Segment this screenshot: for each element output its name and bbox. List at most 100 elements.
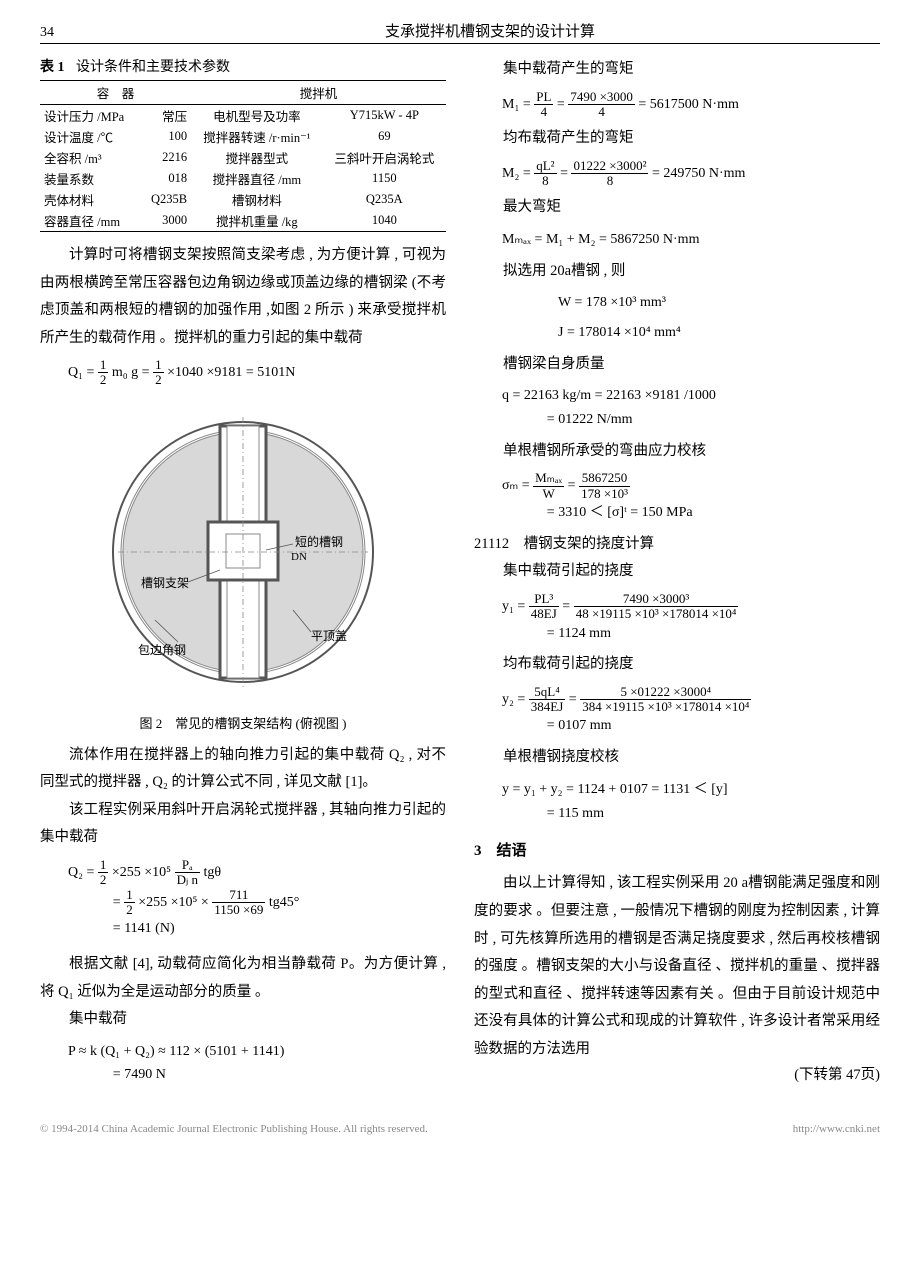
- eq-part: =: [557, 97, 565, 112]
- text-line: 拟选用 20a槽钢 , 则: [474, 258, 880, 286]
- figure-2-caption: 图 2 常见的槽钢支架结构 (俯视图 ): [40, 713, 446, 732]
- eq-part: y = y₁ + y₂ = 1124 + 0107 = 1131 ＜ [y]: [502, 782, 728, 797]
- paragraph: 流体作用在搅拌器上的轴向推力引起的集中载荷 Q₂ , 对不同型式的搅拌器 , Q…: [40, 742, 446, 797]
- running-title: 支承搅拌机槽钢支架的设计计算: [100, 20, 880, 41]
- table-cell: 1150: [323, 168, 446, 189]
- formula-y1: y₁ = PL³48EJ = 7490 ×3000³48 ×19115 ×10³…: [502, 592, 880, 645]
- text-line: 均布载荷引起的挠度: [474, 651, 880, 679]
- eq-part: =: [568, 478, 576, 493]
- continued-notice: (下转第 47页): [474, 1063, 880, 1084]
- fraction: 01222 ×3000²8: [571, 159, 648, 189]
- text-line: 集中载荷产生的弯矩: [474, 56, 880, 84]
- fraction: 7490 ×30004: [568, 90, 635, 120]
- fraction: 7111150 ×69: [212, 888, 265, 918]
- eq-part: M₂ =: [502, 166, 531, 181]
- eq-part: = 5617500 N·mm: [638, 97, 738, 112]
- table-cell: 设计温度 /℃: [40, 126, 141, 147]
- fraction: PₐDⱼ n: [175, 858, 200, 888]
- eq-part: P ≈ k (Q₁ + Q₂) ≈ 112 × (5101 + 1141): [68, 1044, 284, 1059]
- table-cell: 容器直径 /mm: [40, 210, 141, 232]
- footer-copyright: © 1994-2014 China Academic Journal Elect…: [40, 1123, 428, 1135]
- eq-part: tg45°: [269, 895, 300, 910]
- text-line: 槽钢梁自身质量: [474, 351, 880, 379]
- figure-2-svg: 槽钢支架 短的槽钢 包边角钢 平顶盖 DN: [93, 402, 393, 702]
- table-cell: 100: [141, 126, 191, 147]
- eq-part: = 01222 N/mm: [547, 408, 880, 432]
- eq-part: =: [560, 166, 568, 181]
- formula-mmax: Mₘₐₓ = M₁ + M₂ = 5867250 N·mm: [502, 228, 880, 252]
- page-header: 34 支承搅拌机槽钢支架的设计计算: [40, 20, 880, 44]
- fig-label-c: 包边角钢: [138, 643, 186, 657]
- fig-label-b: 短的槽钢: [295, 534, 343, 549]
- eq-part: M₁ =: [502, 97, 531, 112]
- formula-q: q = 22163 kg/m = 22163 ×9181 /1000 = 012…: [502, 384, 880, 432]
- eq-part: = 115 mm: [547, 802, 880, 826]
- table-cell: Q235A: [323, 189, 446, 210]
- text-line: 集中载荷引起的挠度: [474, 558, 880, 586]
- footer-url: http://www.cnki.net: [793, 1123, 880, 1135]
- eq-part: = 3310 ＜ [σ]ᵗ = 150 MPa: [547, 501, 880, 525]
- eq-part: q = 22163 kg/m = 22163 ×9181 /1000: [502, 388, 716, 403]
- eq-part: = 249750 N·mm: [652, 166, 745, 181]
- fraction: MₘₐₓW: [533, 471, 564, 501]
- eq-part: =: [562, 599, 570, 614]
- eq-part: = 7490 N: [113, 1063, 446, 1087]
- fraction: PL³48EJ: [529, 592, 559, 622]
- table-cell: 装量系数: [40, 168, 141, 189]
- left-text-1: 计算时可将槽钢支架按照简支梁考虑 , 为方便计算 , 可视为由两根横跨至常压容器…: [40, 242, 446, 352]
- table-cell: 2216: [141, 147, 191, 168]
- eq-part: y₂ =: [502, 692, 525, 707]
- fig-label-a: 槽钢支架: [141, 576, 189, 590]
- left-text-2: 流体作用在搅拌器上的轴向推力引起的集中载荷 Q₂ , 对不同型式的搅拌器 , Q…: [40, 742, 446, 852]
- right-column: 集中载荷产生的弯矩 M₁ = PL4 = 7490 ×30004 = 56175…: [474, 56, 880, 1093]
- eq-part: = 1124 mm: [547, 622, 880, 646]
- formula-ysum: y = y₁ + y₂ = 1124 + 0107 = 1131 ＜ [y] =…: [502, 778, 880, 826]
- table-cell: 搅拌机重量 /kg: [191, 210, 323, 232]
- table1-label: 表 1: [40, 60, 65, 75]
- heading-3: 3 结语: [474, 839, 880, 860]
- table1-head-left: 容 器: [40, 81, 191, 105]
- table-cell: 设计压力 /MPa: [40, 105, 141, 127]
- section-21112: 21112 槽钢支架的挠度计算: [474, 531, 880, 559]
- table-cell: 全容积 /m³: [40, 147, 141, 168]
- table-cell: 3000: [141, 210, 191, 232]
- page-number: 34: [40, 25, 100, 41]
- eq-part: =: [569, 692, 577, 707]
- fraction: 7490 ×3000³48 ×19115 ×10³ ×178014 ×10⁴: [574, 592, 739, 622]
- table-cell: Y715kW - 4P: [323, 105, 446, 127]
- formula-m2: M₂ = qL²8 = 01222 ×3000²8 = 249750 N·mm: [502, 159, 880, 189]
- left-text-3: 根据文献 [4], 动载荷应简化为相当静载荷 P。为方便计算 , 将 Q₁ 近似…: [40, 951, 446, 1034]
- table-cell: 电机型号及功率: [191, 105, 323, 127]
- fraction: 5867250178 ×10³: [579, 471, 630, 501]
- table-cell: 搅拌器型式: [191, 147, 323, 168]
- paragraph: 由以上计算得知 , 该工程实例采用 20 a槽钢能满足强度和刚度的要求 。但要注…: [474, 870, 880, 1063]
- fig-label-d: 平顶盖: [311, 629, 347, 643]
- eq-part: = 1141 (N): [113, 917, 446, 941]
- eq-part: =: [113, 895, 121, 910]
- eq-part: ×255 ×10⁵: [112, 865, 171, 880]
- fraction: 5qL⁴384EJ: [529, 685, 566, 715]
- paragraph: 根据文献 [4], 动载荷应简化为相当静载荷 P。为方便计算 , 将 Q₁ 近似…: [40, 951, 446, 1006]
- eq-part: = 0107 mm: [547, 714, 880, 738]
- eq-part: Q₁ =: [68, 365, 94, 380]
- eq-part: σₘ =: [502, 478, 530, 493]
- eq-part: tgθ: [203, 865, 221, 880]
- table-cell: 常压: [141, 105, 191, 127]
- paragraph: 集中载荷: [40, 1006, 446, 1034]
- formula-p: P ≈ k (Q₁ + Q₂) ≈ 112 × (5101 + 1141) = …: [68, 1040, 446, 1088]
- left-column: 表 1 设计条件和主要技术参数 容 器 搅拌机 设计压力 /MPa常压电机型号及…: [40, 56, 446, 1093]
- formula-q2: Q₂ = 12 ×255 ×10⁵ PₐDⱼ n tgθ = 12 ×255 ×…: [68, 858, 446, 941]
- text-line: 单根槽钢所承受的弯曲应力校核: [474, 438, 880, 466]
- formula-m1: M₁ = PL4 = 7490 ×30004 = 5617500 N·mm: [502, 90, 880, 120]
- table-cell: 搅拌器转速 /r·min⁻¹: [191, 126, 323, 147]
- fraction: 12: [98, 358, 109, 388]
- formula-sigma: σₘ = MₘₐₓW = 5867250178 ×10³ = 3310 ＜ [σ…: [502, 471, 880, 524]
- formula-y2: y₂ = 5qL⁴384EJ = 5 ×01222 ×3000⁴384 ×191…: [502, 685, 880, 738]
- formula-q1: Q₁ = 12 m₀ g = 12 ×1040 ×9181 = 5101N: [68, 358, 446, 388]
- paragraph: 计算时可将槽钢支架按照简支梁考虑 , 为方便计算 , 可视为由两根横跨至常压容器…: [40, 242, 446, 352]
- fraction: 12: [98, 858, 109, 888]
- formula-w: W = 178 ×10³ mm³: [558, 291, 880, 315]
- eq-part: y₁ =: [502, 599, 525, 614]
- eq-part: ×255 ×10⁵ ×: [138, 895, 209, 910]
- formula-j: J = 178014 ×10⁴ mm⁴: [558, 321, 880, 345]
